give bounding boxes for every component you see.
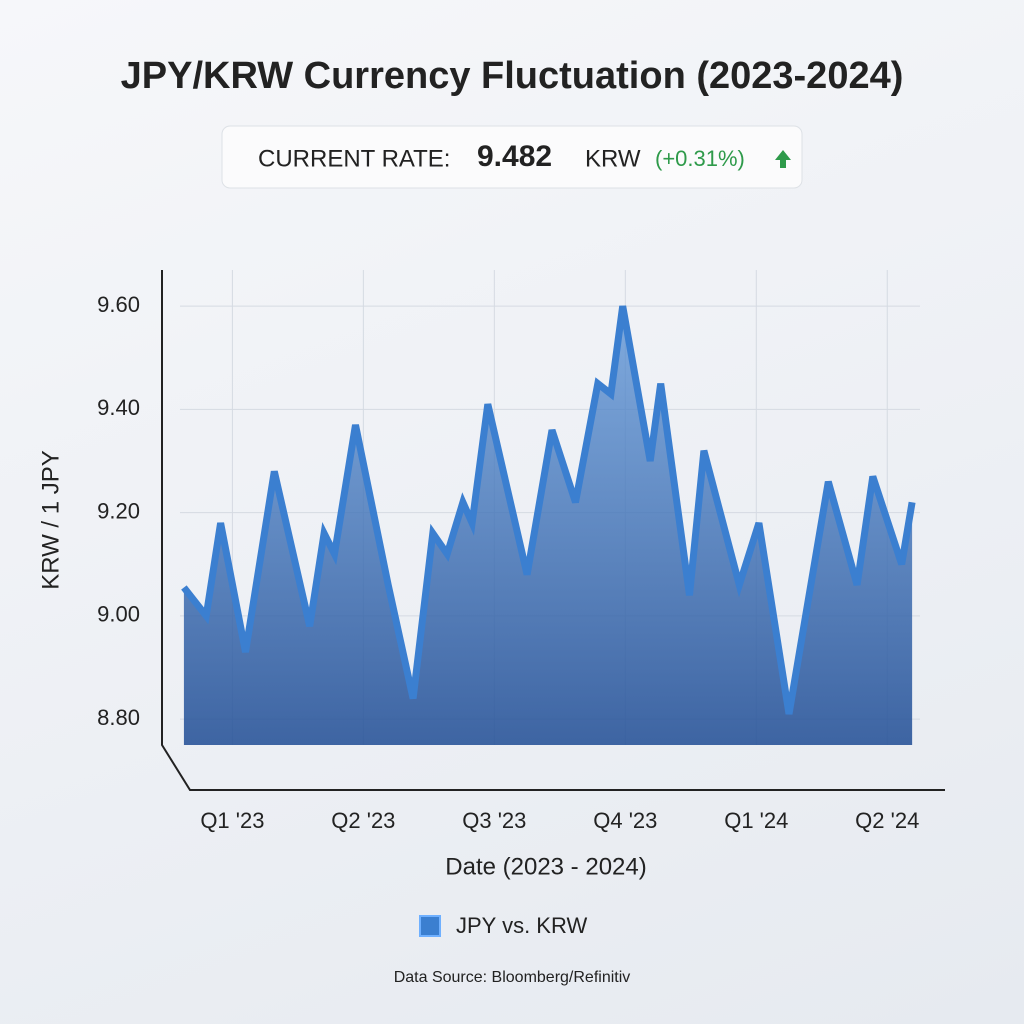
x-tick-label: Q1 '23 (200, 808, 264, 833)
rate-value: 9.482 (477, 140, 552, 173)
rate-box (221, 125, 803, 189)
x-tick-label: Q2 '23 (331, 808, 395, 833)
chart-title: JPY/KRW Currency Fluctuation (2023-2024) (121, 55, 904, 97)
y-tick-label: 9.20 (97, 498, 140, 523)
x-tick-label: Q4 '23 (593, 808, 657, 833)
legend-swatch (419, 915, 441, 937)
x-axis-label: Date (2023 - 2024) (445, 853, 646, 880)
rate-label: CURRENT RATE: (258, 145, 450, 172)
rate-change: (+0.31%) (655, 146, 745, 171)
axis-line (161, 270, 945, 791)
legend-label: JPY vs. KRW (456, 913, 587, 938)
x-tick-label: Q2 '24 (855, 808, 919, 833)
x-tick-label: Q3 '23 (462, 808, 526, 833)
source-note: Data Source: Bloomberg/Refinitiv (394, 969, 631, 986)
up-arrow (775, 150, 791, 168)
y-axis-label: KRW / 1 JPY (37, 450, 64, 590)
y-tick-label: 9.00 (97, 602, 140, 627)
y-tick-label: 9.40 (97, 395, 140, 420)
x-tick-label: Q1 '24 (724, 808, 788, 833)
y-tick-label: 8.80 (97, 705, 140, 730)
line (181, 305, 916, 715)
area (183, 306, 913, 745)
y-tick-label: 9.60 (97, 292, 140, 317)
rate-unit: KRW (585, 145, 641, 172)
